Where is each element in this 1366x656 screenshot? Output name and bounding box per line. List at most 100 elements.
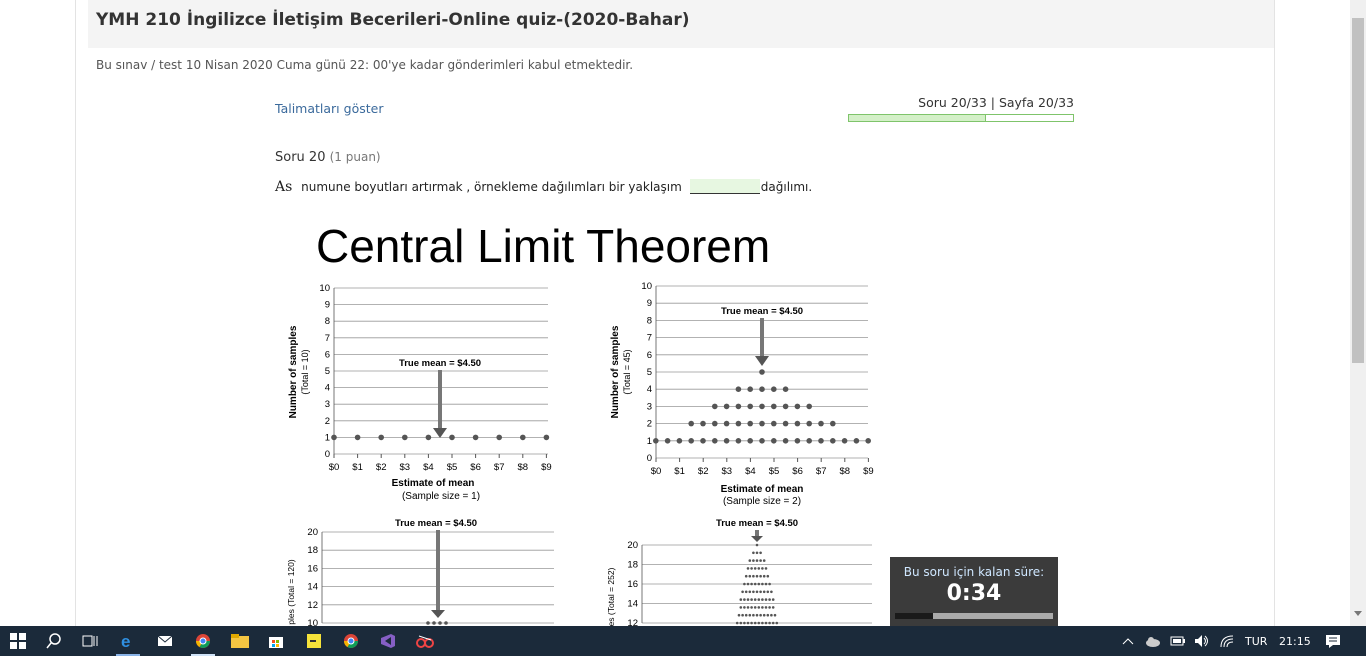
sample-dot: [759, 386, 765, 392]
x-tick-label: $6: [792, 466, 803, 477]
question-text: As numune boyutları artırmak , örnekleme…: [275, 179, 812, 195]
sample-dot: [741, 613, 744, 617]
sample-dot: [768, 621, 771, 625]
sample-dot: [764, 582, 768, 586]
sample-dot: [752, 574, 755, 578]
sample-dot: [761, 598, 764, 601]
sample-dot: [753, 582, 757, 586]
page-scrollbar[interactable]: [1350, 0, 1366, 626]
language-indicator[interactable]: TUR: [1245, 634, 1268, 648]
y-tick-label: 2: [325, 416, 330, 427]
sample-dot: [712, 438, 718, 444]
sample-dot: [688, 420, 694, 427]
y-tick-label: 7: [325, 333, 330, 344]
clock[interactable]: 21:15: [1279, 634, 1311, 648]
panel-1: 0 1 2 3 4 5 6 7 8 9 10 $0 $1 $2 $3 $4 $5 $6 $7 $8 $9 Number …: [288, 283, 552, 502]
y-tick-label: 10: [307, 618, 318, 626]
sample-dot: [750, 582, 753, 586]
y-tick-label: 4: [325, 383, 330, 394]
show-instructions-link[interactable]: Talimatları göster: [275, 101, 384, 116]
panel-3-true-mean-label: True mean = $4.50: [395, 518, 477, 529]
progress-bar: [848, 114, 1074, 122]
wifi-icon[interactable]: [1219, 626, 1235, 656]
chrome-icon[interactable]: [193, 631, 213, 651]
scroll-down-arrow-icon[interactable]: [1354, 611, 1362, 616]
y-tick-label: 18: [307, 545, 318, 556]
question-lead: As: [275, 179, 293, 195]
cloud-icon[interactable]: [1145, 626, 1161, 656]
sample-dot: [735, 420, 742, 427]
x-tick-label: $1: [674, 466, 685, 477]
sample-dot: [830, 438, 836, 444]
x-tick-label: $1: [352, 462, 363, 473]
start-icon[interactable]: [8, 631, 28, 651]
task-view-icon[interactable]: [80, 631, 100, 651]
sample-dot: [755, 551, 759, 555]
panel-4-arrow-head: [751, 536, 763, 542]
figure-title: Central Limit Theorem: [316, 220, 770, 272]
notifications-icon[interactable]: [1325, 626, 1341, 656]
sample-dot: [378, 434, 384, 441]
sample-dot: [841, 438, 848, 444]
sample-dot: [757, 598, 761, 601]
file-explorer-icon[interactable]: [230, 631, 250, 651]
store-icon[interactable]: [266, 631, 286, 651]
panel-4-arrow-shaft: [755, 530, 759, 538]
sample-dot: [755, 613, 759, 617]
battery-icon[interactable]: [1170, 626, 1186, 656]
sample-dot: [753, 567, 757, 570]
x-tick-label: $9: [541, 462, 552, 473]
sample-dot: [770, 590, 773, 594]
sample-dot: [700, 438, 706, 444]
sample-dot: [759, 559, 762, 562]
sample-dot: [426, 621, 430, 625]
sample-dot: [757, 582, 761, 586]
sample-dot: [746, 567, 750, 570]
sample-dot: [764, 567, 768, 570]
panel-4: 12 14 16 18 20 es (Total = 252) True mean = …: [606, 518, 872, 626]
sample-dot: [782, 420, 789, 427]
y-tick-label: 16: [627, 579, 638, 590]
search-icon[interactable]: [44, 631, 64, 651]
sample-dot: [759, 369, 765, 375]
sample-dot: [739, 598, 743, 601]
timer-value: 0:34: [946, 581, 1002, 606]
panel-2-true-mean-label: True mean = $4.50: [721, 306, 803, 317]
panel-1-ylabel: Number of samples: [288, 325, 299, 418]
y-tick-label: 4: [647, 384, 652, 395]
chrome-alt-icon[interactable]: [341, 631, 361, 651]
sample-dot: [771, 438, 777, 444]
sample-dot: [752, 613, 755, 617]
windows-taskbar: e TUR 21:15: [0, 626, 1366, 656]
sample-dot: [761, 582, 764, 586]
x-tick-label: $8: [518, 462, 529, 473]
answer-blank-input[interactable]: [689, 179, 760, 194]
sample-dot: [737, 613, 741, 617]
sample-dot: [747, 403, 753, 410]
sample-dot: [762, 613, 766, 617]
sample-dot: [759, 551, 762, 555]
mail-icon[interactable]: [155, 631, 175, 651]
sample-dot: [771, 606, 775, 609]
sample-dot: [741, 590, 744, 594]
sample-dot: [735, 386, 742, 392]
sample-dot: [794, 438, 801, 444]
sticky-notes-icon[interactable]: [304, 631, 324, 651]
sample-dot: [761, 621, 764, 625]
sample-dot: [755, 574, 759, 578]
panel-1-arrow-shaft: [438, 370, 442, 428]
volume-icon[interactable]: [1194, 626, 1210, 656]
y-tick-label: 20: [627, 540, 638, 551]
tray-chevron-icon[interactable]: [1122, 626, 1134, 656]
snipping-icon[interactable]: [415, 631, 435, 651]
panel-2: 0 1 2 3 4 5 6 7 8 9 10 $0 $1 $2 $3 $4 $5 $6 $7 $8 $9 Number …: [610, 281, 874, 507]
sample-dot: [762, 559, 766, 562]
scrollbar-thumb[interactable]: [1352, 18, 1364, 363]
visual-studio-icon[interactable]: [378, 631, 398, 651]
panel-1-true-mean-label: True mean = $4.50: [399, 358, 481, 369]
sample-dot: [766, 574, 770, 578]
x-tick-label: $5: [447, 462, 458, 473]
sample-dot: [759, 590, 762, 594]
edge-icon[interactable]: e: [118, 631, 138, 651]
sample-dot: [723, 438, 730, 444]
